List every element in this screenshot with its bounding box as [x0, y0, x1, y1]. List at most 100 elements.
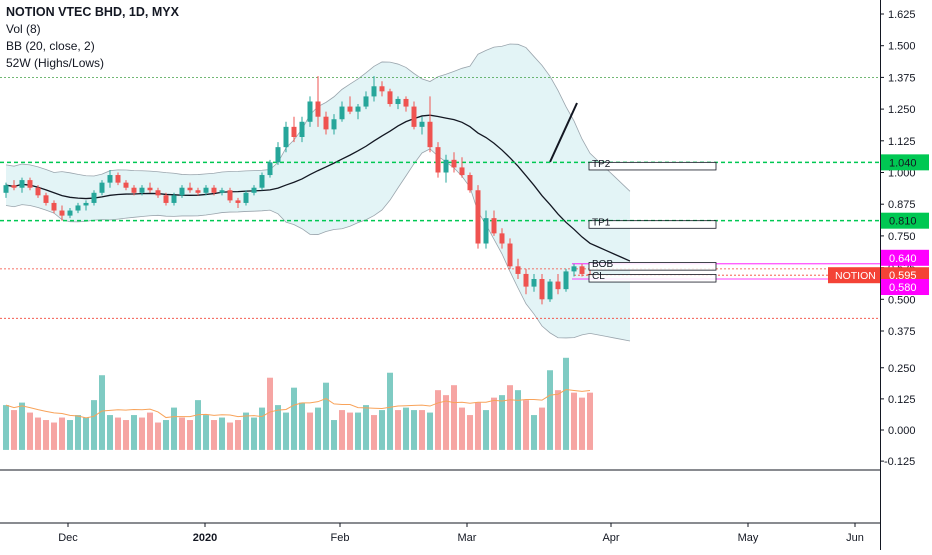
- box-label: CL: [592, 271, 605, 282]
- volume-bars: [3, 357, 593, 450]
- candle: [355, 104, 361, 120]
- candle: [371, 76, 377, 102]
- price-tick: 0.375: [888, 326, 916, 338]
- price-tick: 1.625: [888, 9, 916, 21]
- box-tp2: TP2: [588, 159, 717, 171]
- volume-tick: -0.125: [884, 456, 915, 468]
- bollinger-bands: [5, 43, 631, 342]
- candle: [107, 169, 113, 188]
- candle: [267, 159, 273, 178]
- volume-bar: [75, 415, 81, 450]
- candle: [227, 187, 233, 203]
- candle: [307, 96, 313, 127]
- price-tick: 0.500: [888, 294, 916, 306]
- time-tick: Apr: [602, 532, 619, 544]
- time-tick: 2020: [193, 532, 217, 544]
- volume-bar: [19, 402, 25, 450]
- bb-lower: [5, 148, 631, 342]
- volume-bar: [163, 420, 169, 450]
- bb-fill: [6, 43, 630, 341]
- volume-bar: [491, 397, 497, 450]
- candle: [91, 190, 97, 206]
- price-axis[interactable]: 1.625 1.500 1.375 1.250 1.125 1.000 0.875 0.750…: [828, 9, 929, 468]
- volume-bar: [379, 410, 385, 450]
- candle: [235, 197, 241, 209]
- volume-bar: [187, 420, 193, 450]
- time-tick: Dec: [58, 532, 78, 544]
- volume-bar: [35, 417, 41, 450]
- volume-bar: [419, 410, 425, 450]
- volume-bar: [51, 422, 57, 450]
- candle: [123, 180, 129, 191]
- candle: [539, 273, 545, 305]
- volume-bar: [227, 422, 233, 450]
- candle: [187, 182, 193, 193]
- volume-ma: [5, 389, 591, 419]
- chart-legend: NOTION VTEC BHD, 1D, MYX Vol (8) BB (20,…: [6, 4, 179, 72]
- price-tick: 1.250: [888, 104, 916, 116]
- volume-bar: [363, 405, 369, 450]
- volume-bar: [443, 395, 449, 450]
- volume-bar: [371, 415, 377, 450]
- indicator-bollinger[interactable]: BB (20, close, 2): [6, 39, 95, 53]
- volume-bar: [315, 407, 321, 450]
- box-tp1: TP1: [588, 217, 717, 229]
- volume-bar: [283, 412, 289, 450]
- box-cl: CL: [588, 271, 717, 283]
- volume-bar: [83, 417, 89, 450]
- candle: [387, 88, 393, 107]
- candle: [531, 273, 537, 292]
- volume-bar: [387, 372, 393, 450]
- volume-bar: [475, 402, 481, 450]
- candle: [459, 157, 465, 178]
- symbol-tag-label: NOTION: [835, 270, 876, 282]
- candle: [331, 114, 337, 135]
- volume-bar: [267, 377, 273, 450]
- volume-bar: [195, 400, 201, 450]
- volume-bar: [203, 415, 209, 450]
- volume-tick: 0.250: [888, 363, 916, 375]
- volume-bar: [587, 392, 593, 450]
- candle: [507, 238, 513, 269]
- volume-tick: 0.000: [888, 425, 916, 437]
- volume-bar: [211, 420, 217, 450]
- volume-bar: [515, 390, 521, 450]
- volume-bar: [331, 420, 337, 450]
- target-price-tag: 0.810: [881, 212, 929, 229]
- bb-basis: [5, 114, 631, 262]
- volume-bar: [307, 412, 313, 450]
- volume-bar: [427, 412, 433, 450]
- candle: [163, 192, 169, 206]
- volume-bar: [275, 405, 281, 450]
- price-tag-label: 0.640: [889, 253, 917, 265]
- volume-bar: [531, 415, 537, 450]
- candle: [483, 210, 489, 249]
- volume-bar: [171, 407, 177, 450]
- candle: [251, 185, 257, 196]
- time-axis[interactable]: Dec 2020 Feb Mar Apr May Jun: [58, 523, 864, 544]
- candle: [275, 142, 281, 165]
- candle: [443, 154, 449, 183]
- volume-bar: [339, 410, 345, 450]
- volume-bar: [403, 407, 409, 450]
- symbol-title[interactable]: NOTION VTEC BHD, 1D, MYX: [6, 5, 179, 19]
- price-tag-magenta: 0.640: [881, 249, 929, 266]
- candle: [403, 96, 409, 112]
- candle: [547, 279, 553, 302]
- volume-bar: [459, 407, 465, 450]
- indicator-52w[interactable]: 52W (Highs/Lows): [6, 56, 105, 70]
- volume-bar: [355, 412, 361, 450]
- candle: [411, 101, 417, 130]
- candle: [579, 263, 585, 277]
- candle: [243, 190, 249, 206]
- indicator-volume[interactable]: Vol (8): [6, 22, 41, 36]
- volume-bar: [243, 412, 249, 450]
- box-label: BOB: [592, 259, 613, 270]
- volume-bar: [579, 397, 585, 450]
- candle: [11, 180, 17, 191]
- volume-bar: [155, 422, 161, 450]
- price-tick: 0.750: [888, 231, 916, 243]
- price-tick: 1.500: [888, 41, 916, 53]
- volume-bar: [91, 400, 97, 450]
